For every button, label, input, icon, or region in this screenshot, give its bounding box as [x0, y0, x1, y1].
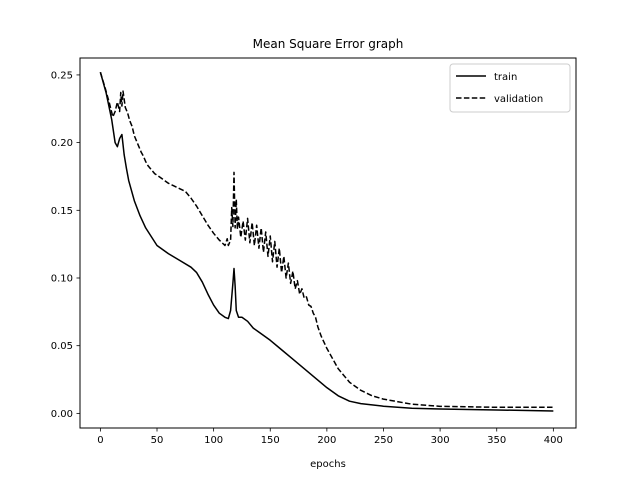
x-tick-label: 0	[97, 435, 103, 446]
legend-label-validation: validation	[494, 94, 543, 105]
legend-label-train: train	[494, 72, 517, 83]
x-axis: 0 50 100 150 200 250 300 350 400	[97, 428, 563, 446]
y-tick-label: 0.20	[51, 138, 73, 149]
x-tick-label: 150	[261, 435, 280, 446]
x-tick-label: 100	[204, 435, 223, 446]
y-tick-label: 0.15	[51, 206, 73, 217]
x-axis-title: epochs	[310, 459, 346, 470]
legend: train validation	[449, 63, 571, 113]
plot-frame	[79, 57, 577, 429]
x-tick-label: 400	[544, 435, 563, 446]
chart-title: Mean Square Error graph	[253, 37, 404, 51]
y-tick-label: 0.25	[51, 70, 73, 81]
y-tick-label: 0.05	[51, 341, 73, 352]
x-tick-label: 200	[317, 435, 336, 446]
x-tick-label: 350	[487, 435, 506, 446]
series-line-validation	[99, 72, 554, 409]
x-tick-label: 50	[151, 435, 164, 446]
y-tick-label: 0.00	[51, 409, 73, 420]
x-tick-label: 300	[431, 435, 450, 446]
y-axis: 0.00 0.05 0.10 0.15 0.20 0.25	[51, 70, 80, 420]
x-tick-label: 250	[374, 435, 393, 446]
series-line-train	[99, 72, 554, 412]
series-layer	[99, 72, 554, 412]
y-tick-label: 0.10	[51, 273, 73, 284]
